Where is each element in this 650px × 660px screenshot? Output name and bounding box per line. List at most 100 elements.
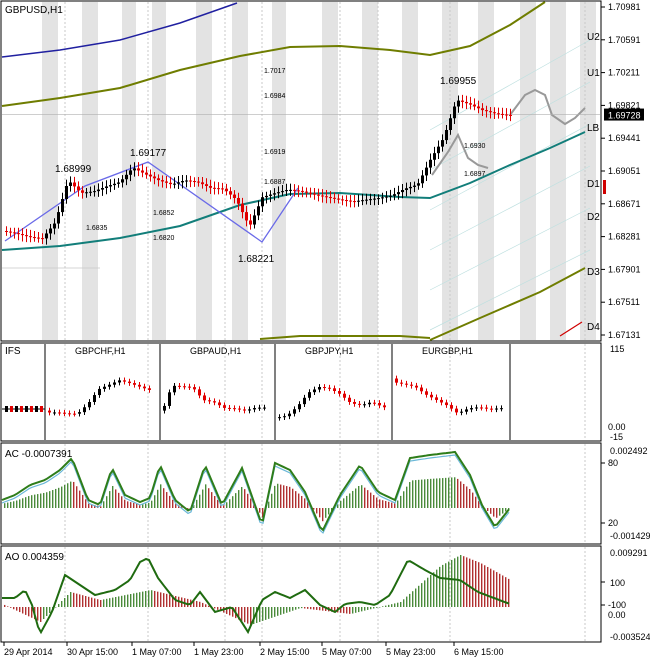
ao-histogram-bar [7, 606, 9, 607]
ao-histogram-bar [106, 598, 108, 607]
time-tick-label: 1 May 07:00 [132, 647, 182, 657]
candle-body [229, 191, 232, 195]
candle-body [305, 191, 308, 193]
ifs-candle-body [465, 409, 468, 412]
ifs-candle-body [203, 395, 206, 401]
ifs-candle-body [88, 401, 91, 408]
ac-histogram-bar [73, 481, 75, 508]
ac-histogram-bar [49, 491, 51, 508]
ac-histogram-bar [340, 500, 342, 508]
ac-histogram-bar [457, 478, 459, 508]
candle-body [313, 193, 316, 195]
ac-histogram-bar [466, 486, 468, 508]
lower-band-line [259, 335, 431, 340]
session-stripe [272, 2, 286, 340]
candle-body [221, 188, 224, 190]
ao-histogram-bar [133, 593, 135, 607]
ao-histogram-bar [163, 593, 165, 607]
ac-histogram-bar [100, 506, 102, 508]
candle-body [209, 185, 212, 188]
channel-line [429, 249, 591, 331]
candle-body [61, 199, 64, 213]
ac-histogram-bar [277, 483, 279, 508]
candle-body [497, 113, 500, 115]
ac-histogram-bar [133, 502, 135, 508]
ifs-candle-body [323, 387, 326, 389]
ifs-candle-body [283, 416, 286, 418]
ac-histogram-bar [76, 486, 78, 508]
ac-histogram-bar [187, 508, 189, 509]
session-stripe [402, 2, 418, 340]
ac-histogram-bar [505, 508, 507, 512]
ac-panel[interactable] [0, 442, 602, 545]
ac-histogram-bar [148, 502, 150, 508]
ac-histogram-bar [181, 506, 183, 508]
ifs-candle-body [278, 417, 281, 419]
candle-body [233, 194, 236, 198]
candle-body [105, 186, 108, 189]
ao-panel[interactable] [0, 545, 602, 643]
ac-histogram-bar [244, 489, 246, 508]
ac-axis-label: -0.001429 [610, 531, 650, 541]
ao-histogram-bar [277, 607, 279, 616]
ao-histogram-bar [487, 566, 489, 607]
ao-title: AO 0.004359 [5, 552, 64, 563]
ifs-candle-body [318, 387, 321, 390]
candle-body [73, 182, 76, 187]
price-tick-label: 1.70981 [608, 2, 641, 12]
ac-histogram-bar [85, 499, 87, 508]
ao-histogram-bar [37, 607, 39, 621]
upper-band-line [1, 2, 238, 58]
candle-body [253, 215, 256, 225]
main-price-panel[interactable] [0, 0, 602, 342]
candle-body [413, 185, 416, 187]
ao-histogram-bar [82, 595, 84, 607]
ac-histogram-bar [151, 500, 153, 508]
ac-histogram-bar [454, 477, 456, 508]
ac-histogram-bar [82, 494, 84, 508]
ao-histogram-bar [49, 607, 51, 613]
session-stripe [550, 2, 566, 340]
swing-label: 1.69955 [440, 76, 477, 87]
candle-body [405, 188, 408, 191]
ifs-candle-body [188, 386, 191, 388]
candle-body [225, 188, 228, 192]
ifs-candle-body [373, 402, 376, 404]
ifs-candle-body [108, 384, 111, 387]
ao-histogram-bar [100, 600, 102, 607]
ac-histogram-bar [331, 508, 333, 512]
ac-histogram-bar [166, 492, 168, 508]
ao-histogram-bar [142, 591, 144, 607]
ao-histogram-bar [298, 607, 300, 609]
d4-marker-line [559, 321, 583, 337]
candle-body [185, 180, 188, 182]
ifs-candle-body [358, 403, 361, 405]
candle-body [449, 118, 452, 130]
ifs-candle-body [343, 393, 346, 398]
candle-body [17, 233, 20, 235]
candle-body [241, 203, 244, 213]
ac-histogram-bar [490, 508, 492, 514]
candle-body [281, 191, 284, 193]
candle-body [325, 196, 328, 198]
ifs-panel[interactable] [0, 342, 602, 442]
ifs-candle-body [440, 399, 443, 403]
candle-body [461, 100, 464, 102]
ac-histogram-bar [172, 499, 174, 508]
ac-histogram-bar [436, 478, 438, 508]
ac-histogram-bar [460, 481, 462, 508]
ao-histogram-bar [376, 607, 378, 608]
ao-axis-label: 0.009291 [610, 548, 648, 558]
ao-histogram-bar [358, 607, 360, 613]
ac-histogram-bar [391, 502, 393, 508]
ac-histogram-bar [145, 503, 147, 508]
ao-histogram-bar [109, 598, 111, 607]
candle-body [213, 187, 216, 189]
ac-histogram-bar [355, 488, 357, 508]
ac-histogram-bar [115, 489, 117, 508]
ao-histogram-bar [31, 607, 33, 618]
candle-body [409, 186, 412, 189]
ac-histogram-bar [409, 482, 411, 508]
ao-histogram-bar [493, 570, 495, 607]
candle-body [189, 180, 192, 182]
